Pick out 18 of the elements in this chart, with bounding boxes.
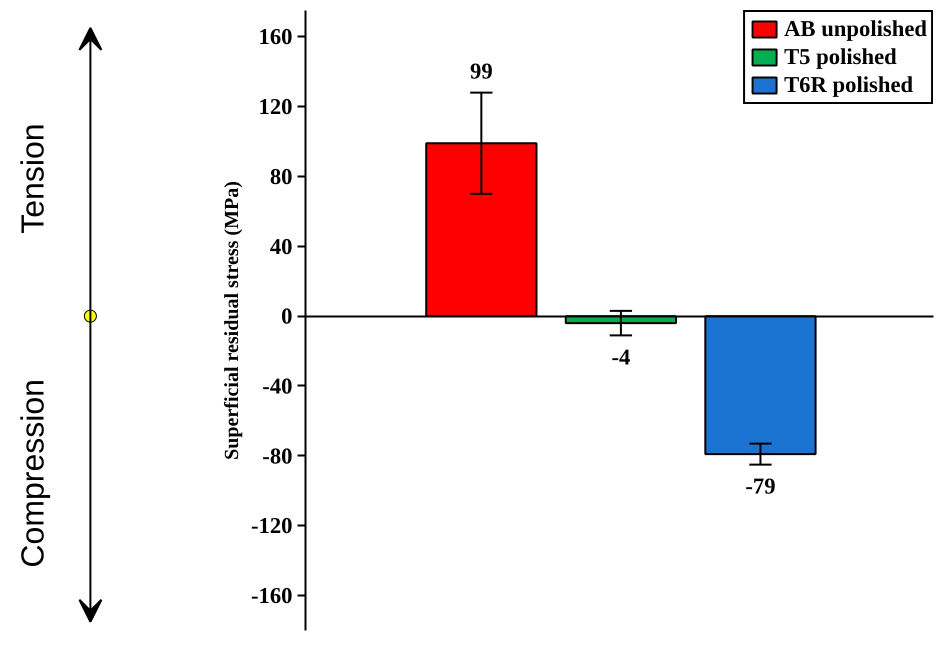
y-tick-label: 40 bbox=[270, 234, 292, 259]
legend-label: AB unpolished bbox=[784, 16, 927, 42]
y-tick-label: 120 bbox=[258, 94, 292, 120]
y-tick-label: 160 bbox=[258, 24, 292, 50]
y-tick-label: 80 bbox=[270, 164, 292, 189]
text: Tension bbox=[14, 123, 50, 234]
y-tick-label: -80 bbox=[262, 443, 292, 468]
data-label: -79 bbox=[745, 474, 776, 499]
y-tick-label: 0 bbox=[281, 304, 292, 329]
text: Compression bbox=[14, 379, 50, 568]
y-axis-title: Superficial residual stress (MPa) bbox=[220, 181, 243, 460]
data-label: -4 bbox=[611, 344, 630, 370]
y-tick-label: -40 bbox=[262, 373, 292, 398]
legend-label: T5 polished bbox=[784, 44, 897, 70]
y-tick-label: -120 bbox=[250, 513, 292, 538]
data-label: 99 bbox=[470, 58, 493, 84]
y-tick-label: -160 bbox=[250, 583, 292, 608]
legend-label: T6R polished bbox=[784, 72, 914, 98]
